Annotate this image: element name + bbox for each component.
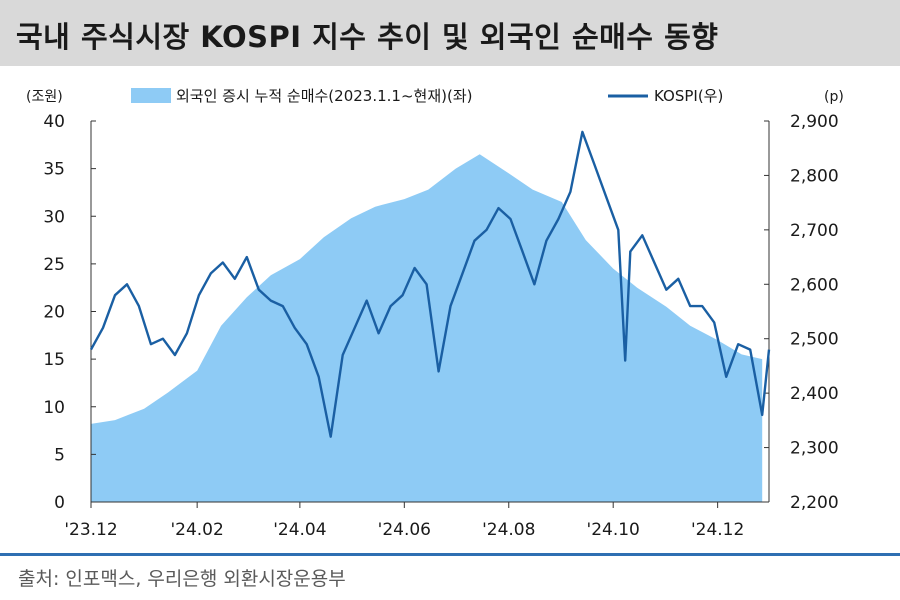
left-tick-label: 5 [54,445,65,465]
area-series-foreign-net-buy [91,154,763,503]
right-tick-label: 2,200 [790,493,839,513]
right-tick-label: 2,400 [790,384,839,404]
right-tick-label: 2,700 [790,221,839,241]
right-tick-label: 2,500 [790,330,839,350]
right-tick-label: 2,800 [790,166,839,186]
source-note: 출처: 인포맥스, 우리은행 외환시장운용부 [18,568,346,590]
legend-area-swatch [131,88,171,103]
area-series-layer [91,154,763,503]
right-tick-label: 2,900 [790,112,839,132]
x-tick-label: '23.12 [64,520,117,540]
axis-layer [90,120,770,508]
x-tick-label: '24.04 [273,520,326,540]
tick-label-layer: 0 5 10 15 20 25 30 35 40 2,200 2,300 2,400 2,500 2,60… [43,112,838,540]
right-tick-label: 2,600 [790,275,839,295]
x-tick-label: '24.08 [482,520,535,540]
line-series-layer [89,130,771,438]
left-tick-label: 0 [54,493,65,513]
left-tick-label: 40 [43,112,65,132]
right-axis-unit: (p) [824,89,844,105]
line-series-kospi [89,130,771,438]
left-tick-label: 10 [43,398,65,418]
left-tick-label: 20 [43,303,65,323]
left-tick-label: 30 [43,207,65,227]
source-divider [0,553,900,556]
x-tick-label: '24.06 [378,520,431,540]
left-tick-label: 25 [43,255,65,275]
x-tick-label: '24.02 [170,520,223,540]
right-tick-label: 2,300 [790,439,839,459]
x-tick-label: '24.12 [691,520,744,540]
left-axis-unit: (조원) [26,89,63,105]
legend: 외국인 증시 누적 순매수(2023.1.1~현재)(좌) KOSPI(우) [131,87,723,105]
left-tick-label: 35 [43,160,65,180]
page-title: 국내 주식시장 KOSPI 지수 추이 및 외국인 순매수 동향 [16,20,719,54]
legend-area-label: 외국인 증시 누적 순매수(2023.1.1~현재)(좌) [176,87,472,105]
legend-line-label: KOSPI(우) [654,87,723,105]
left-tick-label: 15 [43,350,65,370]
chart: 0 5 10 15 20 25 30 35 40 2,200 2,300 2,400 2,500 2,60… [26,87,844,540]
x-tick-label: '24.10 [587,520,640,540]
title-bar: 국내 주식시장 KOSPI 지수 추이 및 외국인 순매수 동향 [0,0,900,66]
